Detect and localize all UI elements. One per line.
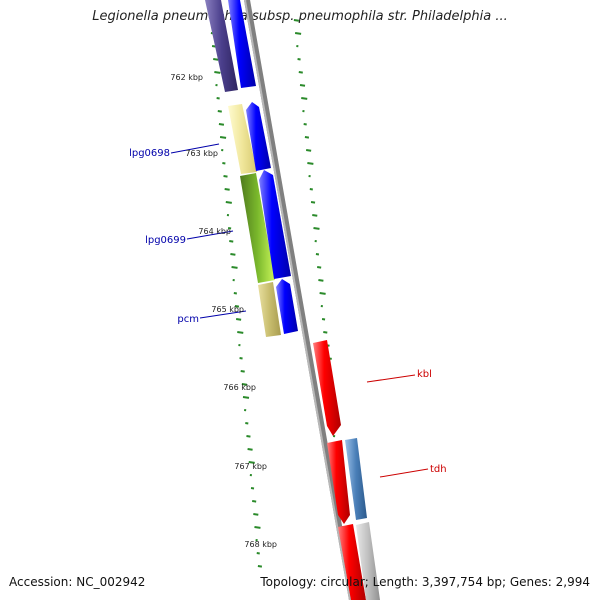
tdh-connector xyxy=(379,468,429,478)
gene-purple-top xyxy=(205,0,238,92)
gc-tick-mark xyxy=(313,227,320,230)
gene-label-kbl[interactable]: kbl xyxy=(417,369,432,380)
gc-tick-mark xyxy=(240,370,245,373)
gene-pcm xyxy=(258,282,281,337)
topology-text: Topology: circular; Length: 3,397,754 bp… xyxy=(260,575,590,589)
gc-tick-mark xyxy=(312,214,318,217)
tick-label: 767 kbp xyxy=(234,462,267,471)
gc-tick-mark xyxy=(253,513,259,516)
tick-label: 764 kbp xyxy=(198,227,231,236)
gc-tick-mark xyxy=(230,253,236,256)
gc-tick-mark xyxy=(219,136,227,139)
gc-tick-mark xyxy=(237,331,244,334)
gene-red-3 xyxy=(338,524,366,600)
pcm-connector xyxy=(199,310,247,319)
genome-backbone-highlight xyxy=(244,0,351,600)
tick-label: 763 kbp xyxy=(185,149,218,158)
gc-tick-mark xyxy=(305,149,312,152)
gc-tick-mark xyxy=(235,318,242,321)
gene-blue-4 xyxy=(276,279,298,334)
gc-tick-mark xyxy=(229,240,234,243)
tick-label: 768 kbp xyxy=(244,540,277,549)
map-title: Legionella pneumophila subsp. pneumophil… xyxy=(92,9,508,24)
gc-tick-mark xyxy=(294,32,302,35)
gc-tick-mark xyxy=(218,123,225,126)
gc-tick-mark xyxy=(217,110,222,113)
gc-tick-mark xyxy=(231,266,238,269)
gene-label-lpg0698[interactable]: lpg0698 xyxy=(129,148,170,159)
gc-tick-mark xyxy=(301,97,308,100)
genome-backbone xyxy=(244,0,355,600)
gc-tick-mark xyxy=(225,201,232,204)
gene-kbl xyxy=(313,340,341,436)
gene-label-pcm[interactable]: pcm xyxy=(177,314,199,325)
gc-tick-mark xyxy=(317,266,322,269)
gc-tick-mark xyxy=(242,396,250,399)
accession-text: Accession: NC_002942 xyxy=(9,575,146,589)
kbl-connector xyxy=(366,374,416,383)
lpg0699-connector xyxy=(186,230,234,240)
gc-tick-mark xyxy=(223,175,228,178)
gc-tick-mark xyxy=(293,19,300,22)
gc-tick-mark xyxy=(213,58,219,61)
gene-lpg0698 xyxy=(228,104,257,174)
gc-tick-mark xyxy=(310,201,316,204)
gene-blue-top xyxy=(228,0,256,88)
gene-blue-2 xyxy=(246,102,271,171)
gene-red-2 xyxy=(327,440,350,524)
gc-tick-mark xyxy=(252,500,257,503)
gc-tick-mark xyxy=(241,383,248,386)
gene-gray xyxy=(356,522,380,600)
gene-tdh xyxy=(345,438,367,520)
gc-tick-mark xyxy=(224,188,230,191)
gc-tick-mark xyxy=(319,292,326,295)
gc-tick-mark xyxy=(214,71,221,74)
gc-tick-mark xyxy=(234,305,240,308)
tick-label: 766 kbp xyxy=(223,383,256,392)
gc-tick-mark xyxy=(246,435,251,438)
gc-tick-mark xyxy=(298,71,303,74)
gc-tick-mark xyxy=(318,279,324,282)
tick-label: 762 kbp xyxy=(170,73,203,82)
gc-tick-mark xyxy=(248,461,255,464)
tick-label: 765 kbp xyxy=(211,305,244,314)
gc-tick-mark xyxy=(304,136,310,139)
gc-tick-mark xyxy=(247,448,253,451)
lpg0698-connector xyxy=(170,143,220,154)
gc-tick-mark xyxy=(257,565,263,568)
gene-lpg0699 xyxy=(240,173,275,283)
gc-tick-mark xyxy=(307,162,314,165)
gc-tick-mark xyxy=(254,526,261,529)
gc-tick-mark xyxy=(299,84,306,87)
gc-tick-mark xyxy=(323,331,328,334)
gene-label-tdh[interactable]: tdh xyxy=(430,464,447,475)
gene-blue-3 xyxy=(259,170,291,279)
gene-label-lpg0699[interactable]: lpg0699 xyxy=(145,235,186,246)
